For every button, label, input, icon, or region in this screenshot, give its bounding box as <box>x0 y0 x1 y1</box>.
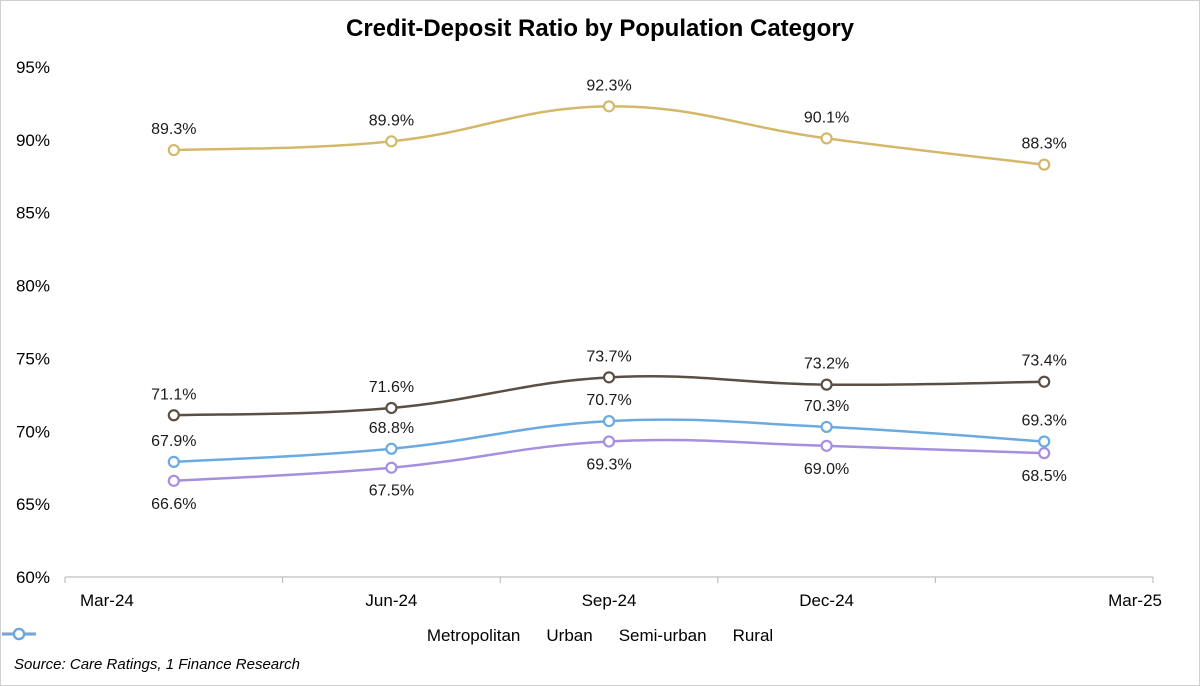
x-tick-label: Mar-24 <box>80 591 134 610</box>
data-point-rural <box>602 414 616 428</box>
data-point-metropolitan <box>167 143 180 157</box>
data-point-urban <box>167 474 180 487</box>
data-point-rural <box>385 442 398 455</box>
x-tick-label: Jun-24 <box>365 591 417 610</box>
data-label-metropolitan: 92.3% <box>586 77 631 94</box>
data-label-metropolitan: 90.1% <box>804 109 849 126</box>
data-label-semi-urban: 73.2% <box>804 356 849 373</box>
y-tick-label: 85% <box>16 204 50 223</box>
legend-label-rural: Rural <box>732 626 774 645</box>
data-label-rural: 70.7% <box>586 392 631 409</box>
data-label-urban: 66.6% <box>151 496 196 513</box>
y-tick-label: 90% <box>16 131 50 150</box>
data-label-urban: 67.5% <box>369 483 414 500</box>
data-point-rural <box>820 420 833 434</box>
data-label-rural: 68.8% <box>369 420 414 437</box>
data-point-semi-urban <box>385 401 398 415</box>
data-point-metropolitan <box>820 132 833 145</box>
data-label-urban: 69.0% <box>804 461 849 478</box>
x-tick-label: Dec-24 <box>799 591 854 610</box>
data-point-rural <box>167 455 180 468</box>
legend-label-metropolitan: Metropolitan <box>426 626 521 645</box>
data-point-semi-urban <box>602 371 616 384</box>
data-label-metropolitan: 88.3% <box>1022 136 1067 153</box>
data-label-metropolitan: 89.3% <box>151 121 196 138</box>
data-label-semi-urban: 71.6% <box>369 379 414 396</box>
data-label-rural: 70.3% <box>804 398 849 415</box>
x-tick-label: Sep-24 <box>582 591 637 610</box>
data-point-urban <box>385 461 398 474</box>
series-line-metropolitan <box>173 105 1045 166</box>
legend-item-rural: Rural <box>2 626 774 646</box>
data-label-rural: 67.9% <box>151 433 196 450</box>
legend-swatch-rural <box>2 627 36 641</box>
legend-item-urban: Urban <box>2 626 593 646</box>
data-point-urban <box>602 435 616 448</box>
data-point-metropolitan <box>385 135 398 148</box>
y-tick-label: 70% <box>16 422 50 441</box>
data-label-semi-urban: 73.4% <box>1022 353 1067 370</box>
legend-label-urban: Urban <box>546 626 593 645</box>
source-note: Source: Care Ratings, 1 Finance Research <box>14 656 300 673</box>
data-label-urban: 68.5% <box>1022 468 1067 485</box>
data-point-rural <box>1038 435 1051 448</box>
data-point-metropolitan <box>602 100 616 113</box>
y-tick-label: 75% <box>16 349 50 368</box>
data-point-metropolitan <box>1038 158 1051 171</box>
legend-item-semi-urban: Semi-urban <box>2 626 707 646</box>
legend-item-metropolitan: Metropolitan <box>2 626 521 646</box>
legend-label-semi-urban: Semi-urban <box>618 626 707 645</box>
data-point-semi-urban <box>820 378 833 391</box>
y-tick-label: 65% <box>16 495 50 514</box>
y-tick-label: 60% <box>16 568 50 587</box>
x-tick-label: Mar-25 <box>1108 591 1162 610</box>
data-point-semi-urban <box>167 409 180 422</box>
data-label-semi-urban: 73.7% <box>586 348 631 365</box>
data-point-semi-urban <box>1038 375 1051 388</box>
y-tick-label: 95% <box>16 58 50 77</box>
chart-title: Credit-Deposit Ratio by Population Categ… <box>345 15 855 42</box>
data-label-semi-urban: 71.1% <box>151 386 196 403</box>
data-point-urban <box>820 439 833 452</box>
data-label-urban: 69.3% <box>586 456 631 473</box>
data-label-metropolitan: 89.9% <box>369 112 414 129</box>
data-label-rural: 69.3% <box>1022 412 1067 429</box>
chart-legend: Metropolitan Urban Semi-urban Rural <box>0 626 1200 646</box>
data-point-urban <box>1038 447 1051 460</box>
y-tick-label: 80% <box>16 277 50 296</box>
